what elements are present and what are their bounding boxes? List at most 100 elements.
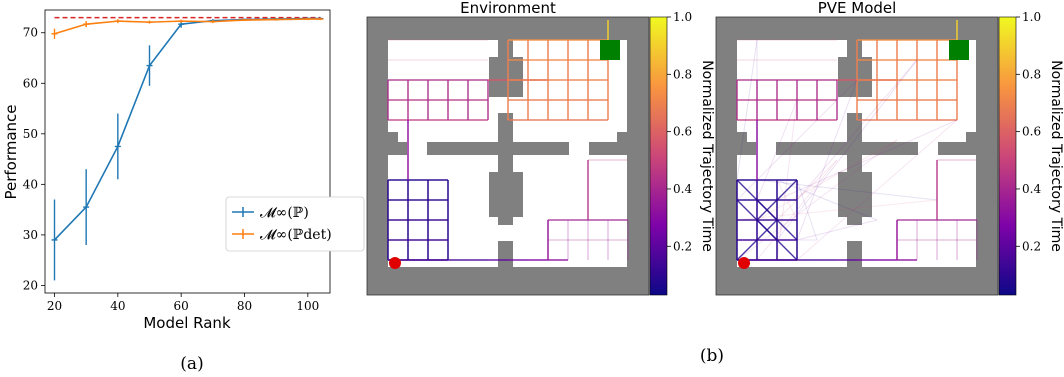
y-tick-label: 30 — [23, 228, 38, 242]
room-3 — [388, 155, 498, 267]
corridor-top — [846, 97, 864, 113]
wall-stub — [487, 267, 505, 279]
x-tick-label: 80 — [237, 299, 252, 313]
model-trajectory — [776, 179, 878, 221]
wall-stub — [966, 132, 976, 142]
colorbar — [649, 16, 668, 296]
x-axis-label: Model Rank — [143, 314, 231, 332]
model-trajectory — [796, 79, 858, 241]
corridor-bottom — [497, 225, 515, 241]
wall-stub — [617, 132, 627, 142]
plot-frame — [44, 9, 331, 294]
legend-box — [225, 196, 365, 252]
colorbar-pve-model: 0.2 0.4 0.6 0.8 1.0 Normalized Trajectory Tim… — [998, 10, 1064, 296]
room-3 — [737, 155, 847, 267]
wall-stub — [737, 132, 747, 142]
y-tick-label: 40 — [23, 177, 38, 191]
maze-grid — [715, 16, 999, 296]
x-tick-label: 40 — [110, 299, 125, 313]
wall-stub — [737, 145, 755, 155]
wall-stub — [777, 145, 837, 155]
colorbar-tick-label: 1.0 — [1022, 10, 1041, 24]
model-trajectory — [776, 59, 918, 241]
model-trajectory — [736, 139, 898, 261]
series-line-2 — [54, 18, 321, 35]
model-trajectory — [756, 179, 938, 201]
x-tick-label: 20 — [47, 299, 62, 313]
y-tick-label: 50 — [23, 127, 38, 141]
model-trajectory — [776, 179, 798, 221]
x-tick-label: 100 — [296, 299, 319, 313]
colorbar-tick-label: 0.2 — [673, 239, 692, 253]
corridor-left — [407, 141, 427, 157]
wall-stub — [489, 57, 499, 97]
colorbar-label: Normalized Trajectory Time — [699, 60, 715, 252]
colorbar — [998, 16, 1017, 296]
model-trajectory — [756, 139, 898, 221]
y-axis-label: Performance — [2, 104, 20, 199]
wall-stub — [862, 57, 872, 97]
goal-square — [600, 40, 620, 60]
colorbar-label: Normalized Trajectory Time — [1048, 60, 1064, 252]
model-trajectory — [796, 179, 818, 241]
start-point — [738, 257, 750, 269]
colorbar-tick-label: 0.2 — [1022, 239, 1041, 253]
y-tick-label: 20 — [23, 278, 38, 292]
model-trajectory — [736, 219, 778, 261]
start-point — [389, 257, 401, 269]
wall-stub — [388, 145, 406, 155]
y-tick-label: 60 — [23, 76, 38, 90]
model-trajectory — [776, 99, 798, 261]
room-1 — [737, 40, 847, 142]
corridor-top — [497, 97, 515, 113]
model-trajectory — [796, 219, 878, 241]
wall-stub — [428, 145, 488, 155]
room-4 — [513, 155, 627, 267]
panel-label-b: (b) — [700, 346, 724, 366]
wall-stub — [838, 172, 848, 217]
room-4 — [862, 155, 976, 267]
maze-grid — [366, 16, 650, 296]
colorbar-tick-label: 0.8 — [673, 67, 692, 81]
pve-model-maze: PVE Model — [715, 0, 999, 296]
model-trajectory — [756, 219, 798, 261]
legend-label-2: 𝓜∞(ℙdet) — [260, 227, 332, 243]
corridor-bottom — [846, 225, 864, 241]
model-trajectory — [776, 159, 838, 221]
wall-stub — [838, 57, 848, 97]
colorbar-tick-label: 1.0 — [673, 10, 692, 24]
wall-stub — [860, 267, 870, 279]
corridor-left — [756, 141, 776, 157]
panel-label-a: (a) — [180, 354, 203, 374]
goal-square — [949, 40, 969, 60]
corridor-right — [918, 141, 938, 157]
wall-stub — [388, 132, 398, 142]
colorbar-tick-label: 0.6 — [1022, 125, 1041, 139]
x-tick-label: 60 — [174, 299, 189, 313]
colorbar-tick-label: 0.4 — [1022, 182, 1041, 196]
wall-stub — [513, 57, 523, 97]
environment-maze: Environment — [366, 0, 650, 296]
model-trajectory — [736, 79, 858, 201]
colorbar-tick-label: 0.4 — [673, 182, 692, 196]
environment-title: Environment — [460, 0, 556, 17]
y-tick-label: 70 — [23, 26, 38, 40]
wall-stub — [513, 172, 523, 217]
wall-stub — [938, 145, 976, 155]
room-1 — [388, 40, 498, 142]
corridor-right — [569, 141, 589, 157]
wall-stub — [836, 267, 854, 279]
model-trajectory — [756, 159, 838, 261]
wall-stub — [511, 267, 521, 279]
model-trajectory — [756, 179, 798, 221]
legend: 𝓜∞(ℙ) 𝓜∞(ℙdet) — [225, 196, 365, 252]
wall-stub — [523, 145, 567, 155]
performance-line-chart: 20 40 60 80 100 20 30 40 50 60 70 Model Rank Perfo… — [2, 9, 365, 332]
pve-model-title: PVE Model — [818, 0, 897, 17]
wall-stub — [862, 172, 872, 217]
model-trajectory — [756, 99, 798, 201]
wall-stub — [489, 172, 499, 217]
model-trajectory — [776, 119, 958, 201]
model-trajectory — [796, 59, 918, 201]
wall-stub — [872, 145, 916, 155]
